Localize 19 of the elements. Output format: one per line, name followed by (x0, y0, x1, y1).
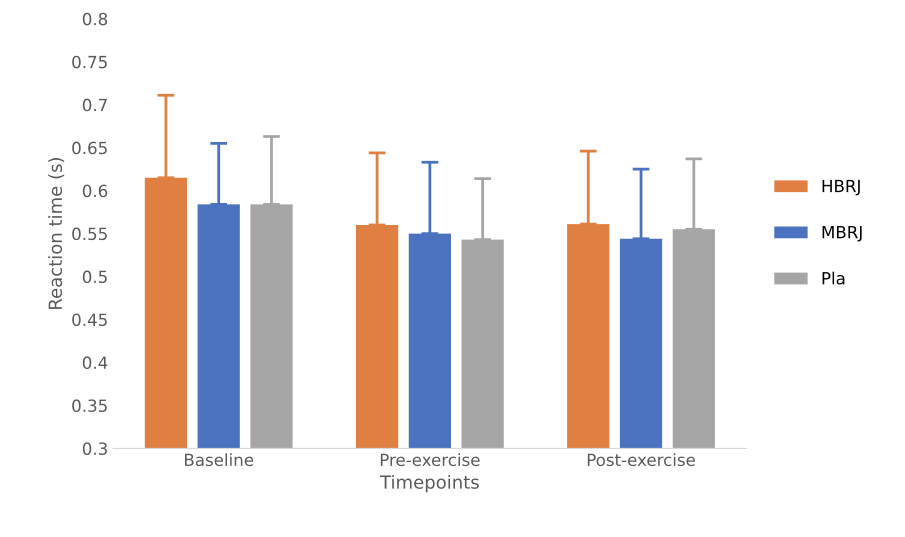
x-tick-label: Post-exercise (588, 453, 695, 466)
y-tick-label: 0.7 (82, 98, 107, 112)
legend-label: MBRJ (822, 226, 862, 242)
y-tick-label: 0.75 (72, 56, 107, 68)
y-tick-label: 0.4 (82, 356, 108, 370)
y-tick-label: 0.55 (72, 228, 107, 240)
y-tick-label: 0.35 (72, 399, 107, 412)
x-axis-title: Timepoints (380, 474, 479, 492)
y-axis-title: Reaction time (s) (48, 158, 64, 309)
legend-label: Pla (822, 272, 844, 285)
y-tick-label: 0.45 (72, 313, 107, 326)
x-tick-label: Baseline (185, 453, 254, 466)
y-tick-label: 0.65 (72, 142, 107, 154)
y-tick-label: 0.8 (82, 12, 108, 26)
y-tick-label: 0.5 (82, 270, 107, 284)
legend-label: HBRJ (822, 180, 860, 196)
y-tick-label: 0.3 (82, 442, 107, 455)
x-tick-label: Pre-exercise (380, 453, 480, 466)
y-tick-label: 0.6 (82, 184, 108, 198)
